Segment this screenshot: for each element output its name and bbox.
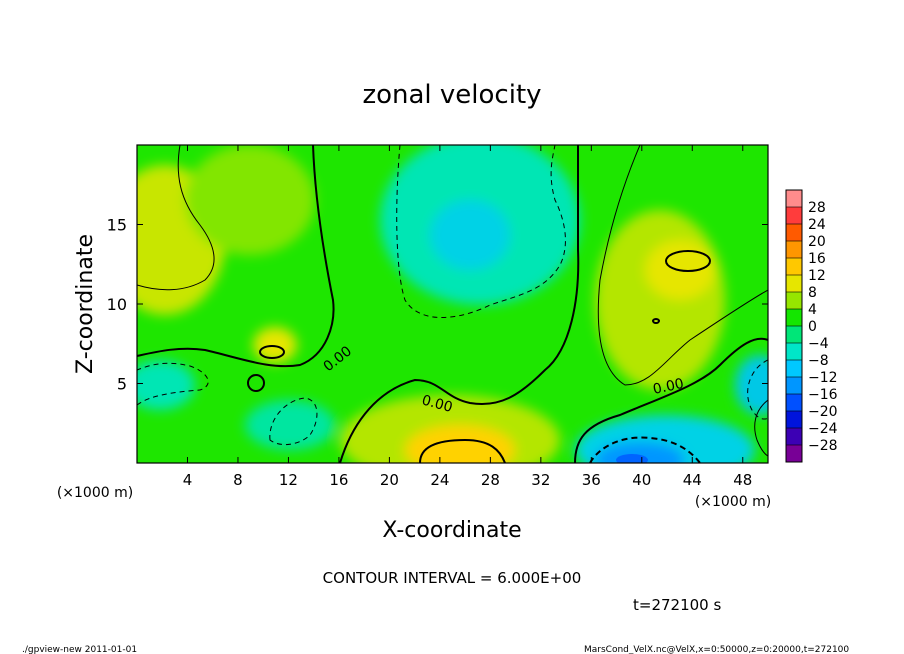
contour-label-1: 0.00: [420, 392, 454, 416]
x-tick-label: 8: [233, 471, 243, 489]
colorbar-label: 0: [808, 319, 817, 335]
contour-neg-lowleft: [269, 397, 318, 446]
x-tick-label: 48: [733, 471, 752, 489]
x-unit-label-right: (×1000 m): [695, 494, 771, 510]
colorbar-label: −4: [808, 336, 829, 352]
colorbar-label: −20: [808, 404, 838, 420]
colorbar-label: −16: [808, 387, 838, 403]
x-tick-label: 40: [632, 471, 651, 489]
colorbar-swatch: [786, 275, 802, 293]
contour-pos-small: [259, 345, 285, 359]
footer-right: MarsCond_VelX.nc@VelX,x=0:50000,z=0:2000…: [584, 645, 849, 654]
colorbar-swatch: [786, 190, 802, 208]
field-positive-spot: [253, 327, 297, 363]
x-tick-label: 28: [481, 471, 500, 489]
colorbar-label: 20: [808, 234, 826, 250]
colorbar-swatch: [786, 428, 802, 446]
colorbar-swatch: [786, 326, 802, 344]
x-tick-label: 36: [582, 471, 601, 489]
time-text: t=272100 s: [633, 596, 721, 614]
contour-pos-right: [597, 145, 768, 386]
colorbar-swatch: [786, 224, 802, 242]
field-negative-left: [137, 360, 195, 410]
colorbar-swatch: [786, 411, 802, 429]
footer-left: ./gpview-new 2011-01-01: [22, 645, 137, 654]
contour-pos-spot: [247, 374, 265, 392]
y-axis-label: Z-coordinate: [73, 234, 98, 374]
field-yellow-bottom: [405, 425, 515, 463]
x-tick-label: 12: [279, 471, 298, 489]
y-ticks: 5 10 15: [107, 216, 768, 394]
contour-zero-left: [137, 145, 335, 368]
colorbar-swatch: [786, 292, 802, 310]
contour-neg-upper: [396, 145, 566, 318]
colorbar-label: 24: [808, 217, 826, 233]
field-deep-spot: [616, 454, 648, 463]
y-tick-label: 15: [107, 216, 127, 235]
x-tick-label: 44: [683, 471, 702, 489]
x-unit-label-left: (×1000 m): [57, 485, 133, 501]
colorbar-swatch: [786, 258, 802, 276]
colorbar-swatch: [786, 377, 802, 395]
colorbar-label: −24: [808, 421, 838, 437]
y-tick-label: 5: [117, 375, 127, 394]
x-tick-label: 16: [329, 471, 348, 489]
colorbar-swatch: [786, 394, 802, 412]
x-tick-label: 20: [380, 471, 399, 489]
heat-field: 0.00 0.00 0.00: [137, 145, 768, 463]
field-negative-lowleft: [245, 400, 335, 450]
colorbar-swatch: [786, 207, 802, 225]
colorbar-swatch: [786, 309, 802, 327]
colorbar-swatch: [786, 360, 802, 378]
x-axis-label: X-coordinate: [382, 518, 521, 543]
colorbar-swatch: [786, 343, 802, 361]
contour-pos-dot: [652, 318, 660, 324]
colorbar-label: −8: [808, 353, 829, 369]
chart-title: zonal velocity: [362, 80, 541, 110]
x-tick-label: 32: [531, 471, 550, 489]
colorbar-label: 4: [808, 302, 817, 318]
x-tick-label: 4: [183, 471, 193, 489]
field-positive-right: [595, 210, 725, 390]
x-ticks: 4 8 12 16 20 24 28 32 36 40 44 48: [183, 145, 752, 489]
field-positive-center: [185, 145, 315, 255]
colorbar-label: 8: [808, 285, 817, 301]
x-tick-label: 24: [430, 471, 449, 489]
contour-neg-rightedge: [747, 359, 768, 420]
contour-pos-closed-right: [665, 250, 711, 272]
colorbar-label: 16: [808, 251, 826, 267]
colorbar-swatch: [786, 445, 802, 463]
contour-neg-bottomright: [589, 436, 701, 463]
contour-zero-center: [339, 145, 580, 463]
field-negative-core: [430, 200, 510, 270]
colorbar-label: 28: [808, 200, 826, 216]
contour-zero-bottom: [419, 438, 506, 463]
contour-label-2: 0.00: [652, 376, 686, 398]
colorbar-label: −12: [808, 370, 838, 386]
colorbar-swatch: [786, 241, 802, 259]
field-negative-rightedge: [735, 355, 768, 415]
y-tick-label: 10: [107, 295, 127, 314]
contour-interval-text: CONTOUR INTERVAL = 6.000E+00: [323, 569, 582, 587]
colorbar-label: −28: [808, 438, 838, 454]
contour-pos-left: [137, 145, 215, 291]
contour-zero-right: [574, 337, 768, 463]
contour-pos-rightmid: [754, 399, 768, 457]
colorbar-label: 12: [808, 268, 826, 284]
